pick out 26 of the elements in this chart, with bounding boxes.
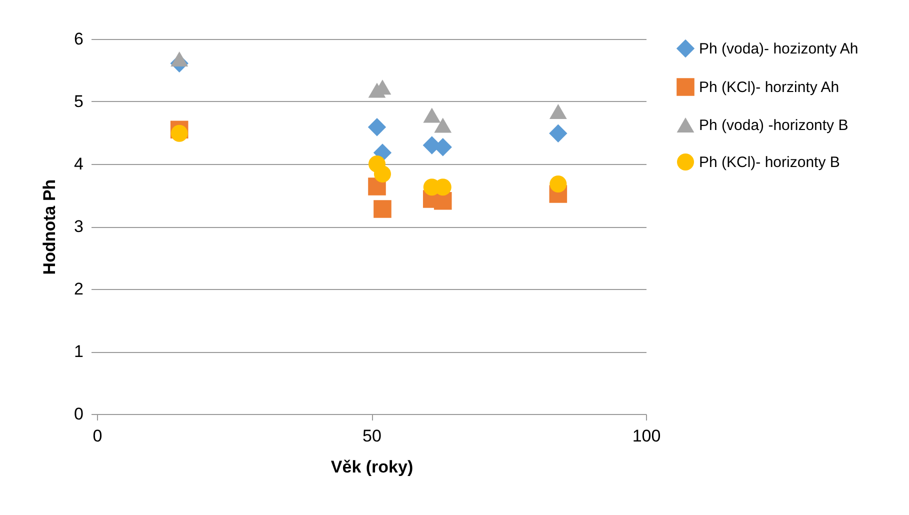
y-tick-label: 6 — [74, 30, 84, 48]
y-tick-label: 0 — [74, 404, 84, 424]
x-tick-label: 0 — [92, 426, 102, 446]
point — [434, 118, 452, 133]
y-tick-label: 4 — [74, 154, 84, 174]
x-tick-label: 100 — [632, 426, 661, 446]
y-axis-title: Hodnota Ph — [40, 179, 60, 275]
y-tick-label: 2 — [74, 280, 84, 298]
point — [549, 124, 568, 142]
point — [170, 51, 188, 67]
point — [549, 104, 567, 120]
legend-label: Ph (voda)- hozizonty Ah — [699, 40, 858, 58]
y-tick-label: 1 — [74, 342, 84, 361]
legend-label: Ph (voda) -horizonty B — [699, 117, 848, 134]
x-tick-label: 50 — [362, 426, 382, 446]
y-tick-label: 5 — [74, 92, 84, 111]
x-axis-title: Věk (roky) — [330, 458, 414, 476]
point — [550, 176, 567, 192]
point — [368, 118, 386, 136]
point — [423, 108, 441, 123]
point — [170, 124, 188, 142]
point — [374, 200, 392, 218]
legend-label: Ph (KCl)- horizonty B — [699, 154, 840, 171]
y-tick-label: 3 — [74, 217, 84, 236]
point — [374, 166, 391, 182]
legend-label: Ph (KCl)- horzinty Ah — [699, 79, 840, 96]
